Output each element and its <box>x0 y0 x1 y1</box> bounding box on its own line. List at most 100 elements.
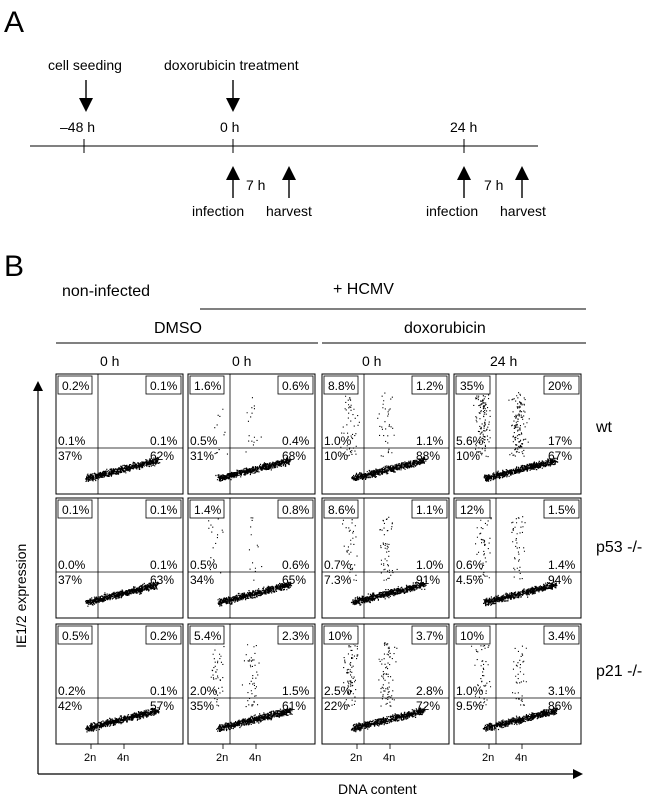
percent-top-left: 5.4% <box>194 629 222 643</box>
percent-bottom-right: 67% <box>548 449 572 463</box>
panel-b-letter: B <box>4 250 24 283</box>
flow-plot: 12% 1.5% 0.6% 1.4% 4.5% 94% <box>453 497 582 619</box>
percent-box <box>543 499 580 519</box>
x-tick-label: 4n <box>117 752 129 764</box>
harvest-label: harvest <box>266 203 312 219</box>
percent-bottom-right: 63% <box>150 573 174 587</box>
flow-plot: 5.4% 2.3% 2.0% 1.5% 35% 61% <box>187 623 316 745</box>
flow-plot: 0.2% 0.1%0.1% 0.1%37% 62% <box>55 373 184 495</box>
percent-top-left: 12% <box>460 503 484 517</box>
event-dots <box>473 392 559 482</box>
column-time-label: 24 h <box>490 353 517 369</box>
percent-box <box>189 375 225 395</box>
percent-box <box>455 499 491 519</box>
percent-top-left: 8.8% <box>328 379 356 393</box>
percent-box <box>411 375 448 395</box>
event-dots <box>210 643 293 732</box>
percent-top-right: 0.1% <box>150 503 178 517</box>
event-dots <box>85 581 160 607</box>
infection-label: infection <box>192 203 244 219</box>
percent-bottom-left: 34% <box>190 573 214 587</box>
percent-top-left: 10% <box>328 629 352 643</box>
percent-mid-right: 1.4% <box>548 558 576 572</box>
percent-box <box>543 375 580 395</box>
percent-box <box>145 625 182 645</box>
percent-mid-left: 1.0% <box>456 684 484 698</box>
percent-top-right: 2.3% <box>282 629 310 643</box>
percent-mid-right: 0.1% <box>150 684 178 698</box>
percent-box <box>145 375 182 395</box>
row-label-p21: p21 -/- <box>596 663 642 680</box>
percent-top-right: 0.8% <box>282 503 310 517</box>
dmso-label: DMSO <box>154 320 202 337</box>
percent-mid-right: 1.0% <box>416 558 444 572</box>
percent-bottom-left: 31% <box>190 449 214 463</box>
percent-box <box>455 625 491 645</box>
percent-top-left: 1.4% <box>194 503 222 517</box>
percent-top-left: 0.2% <box>62 379 90 393</box>
percent-bottom-right: 57% <box>150 699 174 713</box>
percent-box <box>189 499 225 519</box>
percent-top-right: 0.2% <box>150 629 178 643</box>
x-tick-label: 2n <box>84 752 96 764</box>
percent-box <box>145 499 182 519</box>
infection-up-arrow <box>457 166 471 198</box>
percent-mid-right: 0.4% <box>282 434 310 448</box>
harvest-label: harvest <box>500 203 546 219</box>
flow-plot: 0.5% 0.2% 0.2% 0.1% 42% 57% <box>55 623 184 745</box>
percent-top-right: 0.1% <box>150 379 178 393</box>
percent-bottom-left: 37% <box>58 449 82 463</box>
percent-top-right: 3.4% <box>548 629 576 643</box>
percent-bottom-left: 4.5% <box>456 573 484 587</box>
percent-box <box>277 625 314 645</box>
percent-bottom-left: 9.5% <box>456 699 484 713</box>
percent-box <box>189 625 225 645</box>
percent-top-left: 1.6% <box>194 379 222 393</box>
percent-mid-right: 0.1% <box>150 434 178 448</box>
percent-bottom-right: 91% <box>416 573 440 587</box>
percent-bottom-left: 10% <box>324 449 348 463</box>
percent-mid-right: 2.8% <box>416 684 444 698</box>
percent-bottom-left: 37% <box>58 573 82 587</box>
percent-bottom-left: 42% <box>58 699 82 713</box>
hcmv-label: + HCMV <box>333 281 394 298</box>
time-minus-48h: –48 h <box>60 119 95 135</box>
time-24h: 24 h <box>450 119 477 135</box>
infection-up-arrow <box>226 166 240 198</box>
time-0h: 0 h <box>220 119 239 135</box>
percent-mid-left: 0.6% <box>456 558 484 572</box>
percent-box <box>543 625 580 645</box>
seeding-down-arrow <box>79 80 93 112</box>
percent-top-left: 35% <box>460 379 484 393</box>
flow-plot: 0.1% 0.1% 0.0% 0.1% 37% 63% <box>55 497 184 619</box>
percent-box <box>277 499 314 519</box>
percent-top-right: 3.7% <box>416 629 444 643</box>
percent-top-right: 20% <box>548 379 572 393</box>
percent-mid-left: 2.5% <box>324 684 352 698</box>
percent-box <box>323 375 359 395</box>
x-tick-label: 4n <box>249 752 261 764</box>
x-axis-label: DNA content <box>338 781 417 797</box>
percent-bottom-right: 72% <box>416 699 440 713</box>
percent-mid-left: 2.0% <box>190 684 218 698</box>
percent-mid-right: 1.5% <box>282 684 310 698</box>
percent-bottom-left: 10% <box>456 449 480 463</box>
percent-bottom-right: 86% <box>548 699 572 713</box>
panel-b: B non-infected + HCMV DMSO doxorubicin 0… <box>4 250 642 797</box>
percent-box <box>57 499 93 519</box>
flow-plot: 8.8% 1.2% 1.0% 1.1% 10% 88% <box>321 373 450 495</box>
percent-bottom-left: 35% <box>190 699 214 713</box>
percent-mid-left: 0.0% <box>58 558 86 572</box>
percent-mid-left: 0.7% <box>324 558 352 572</box>
percent-mid-left: 0.1% <box>58 434 86 448</box>
event-dots <box>85 707 160 733</box>
harvest-up-arrow <box>515 166 529 198</box>
non-infected-label: non-infected <box>62 283 150 300</box>
percent-bottom-right: 94% <box>548 573 572 587</box>
percent-mid-right: 1.1% <box>416 434 444 448</box>
harvest-up-arrow <box>282 166 296 198</box>
percent-bottom-right: 61% <box>282 699 306 713</box>
percent-mid-right: 0.1% <box>150 558 178 572</box>
flow-plot: 10% 3.4% 1.0% 3.1% 9.5% 86% <box>453 623 582 745</box>
percent-mid-right: 17% <box>548 434 572 448</box>
